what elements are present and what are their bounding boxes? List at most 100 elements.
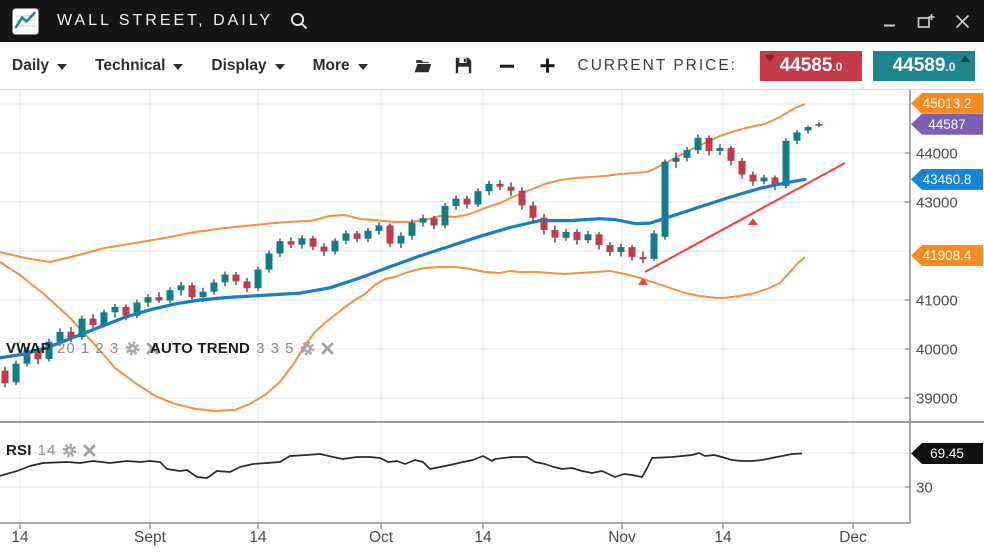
candle-up [584,234,592,241]
candle-up [617,247,625,252]
candle-down [628,247,636,257]
candle-up [375,225,383,231]
candle-up [166,290,174,301]
sell-price-badge[interactable]: 44585.0 [760,50,862,81]
chevron-down-icon [57,63,68,70]
auto-trend-params: 3 3 5 [256,339,295,357]
candle-down [749,174,757,182]
candle-down [705,137,713,151]
candle-up [397,235,405,244]
close-button[interactable] [955,14,970,29]
rsi-line [0,452,803,479]
chevron-down-icon [173,63,184,70]
popout-window-button[interactable] [917,13,935,29]
candle-up [298,238,306,245]
rsi-axis-label: 30 [916,480,933,497]
price-down-arrow-icon [765,54,775,62]
candle-down [771,177,779,186]
rsi-params: 14 [37,441,57,459]
menu-display-label: Display [211,56,267,74]
candle-up [12,363,20,383]
buy-price-badge[interactable]: 44589.0 [873,50,975,81]
candle-up [210,282,218,292]
candle-up [485,183,493,192]
candle-down [386,225,394,244]
candle-down [727,148,735,161]
vwap-remove-icon[interactable] [146,342,159,355]
candle-up [419,218,427,223]
candle-up [408,222,416,236]
x-axis-label: 14 [11,529,29,546]
vwap-settings-icon[interactable] [125,341,140,356]
candle-up [133,302,141,316]
menu-more[interactable]: More [313,57,368,75]
search-icon[interactable] [289,11,309,31]
candle-down [551,229,559,238]
candle-down [1,370,9,384]
menu-more-label: More [312,56,350,74]
candle-up [342,233,350,241]
candle-up [815,124,823,126]
candle-up [672,157,680,162]
x-axis-label: 14 [249,529,267,546]
current-price-group: CURRENT PRICE: 44585.0 44589.0 [578,42,975,89]
candle-up [144,297,152,303]
menu-technical[interactable]: Technical [95,57,184,75]
candle-down [540,217,548,230]
y-axis-label: 43000 [916,195,958,212]
menu-daily[interactable]: Daily [12,57,68,75]
candle-down [122,306,130,316]
rsi-name: RSI [6,441,32,459]
candle-down [232,274,240,282]
candle-up [441,205,449,226]
rsi-settings-icon[interactable] [62,443,77,458]
buy-price-value: 44589 [892,54,946,76]
y-axis-label: 44000 [916,146,958,163]
candle-down [430,218,438,226]
candle-up [265,253,273,270]
candle-down [496,183,504,187]
chart-canvas[interactable]: 44000 43000 41000 40000 39000 30 14 Sept 14 Oct 14… [0,90,984,558]
x-axis-label: Oct [369,529,394,546]
y-axis-label: 40000 [916,342,958,359]
candle-up [45,341,53,359]
x-axis-label: Dec [839,529,867,546]
candle-down [243,281,251,289]
zoom-out-icon[interactable] [499,58,515,74]
candle-down [606,245,614,252]
save-icon[interactable] [454,56,473,75]
rsi-remove-icon[interactable] [83,444,96,457]
chevron-down-icon [274,63,285,70]
minimize-button[interactable] [883,14,897,28]
candle-up [331,240,339,252]
zoom-in-icon[interactable] [539,57,556,74]
auto-trend-settings-icon[interactable] [300,341,315,356]
candle-up [23,350,31,364]
candle-up [199,291,207,298]
menu-display[interactable]: Display [211,56,285,75]
candle-up [562,231,570,238]
candle-up [694,137,702,151]
candle-up [276,241,284,254]
bollinger-lower-band [0,256,806,412]
x-axis-label: 14 [474,529,492,546]
y-axis-label: 39000 [916,391,958,408]
trend-signal-triangle [748,218,758,225]
toolbar: Daily Technical Display More [0,42,984,90]
titlebar: WALL STREET, DAILY [0,0,984,42]
candle-up [254,269,262,289]
window-controls [883,0,970,42]
candle-up [661,161,669,237]
open-folder-icon[interactable] [412,57,434,74]
y-axis-label: 41000 [916,293,958,310]
auto-trend-remove-icon[interactable] [321,342,334,355]
candle-down [34,350,42,360]
candle-down [287,241,295,245]
chart-area: 44000 43000 41000 40000 39000 30 14 Sept 14 Oct 14… [0,90,984,558]
vwap-indicator-label: VWAP 20 1 2 3 [6,339,159,357]
candle-down [507,186,515,191]
vwap-name: VWAP [6,339,51,357]
sell-price-fraction: .0 [832,59,843,74]
candle-down [188,285,196,298]
